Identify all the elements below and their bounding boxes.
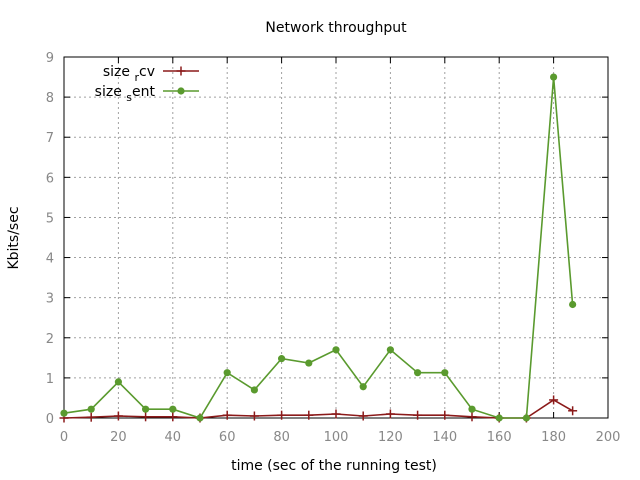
data-point-marker [277,410,287,420]
data-point-marker [250,386,258,394]
grid-lines [64,57,608,418]
x-tick-label: 100 [324,430,349,445]
data-point-marker [331,409,341,419]
x-tick-label: 120 [378,430,403,445]
y-tick-label: 6 [46,171,54,186]
data-point-marker [358,411,368,421]
data-point-marker [440,410,450,420]
chart-title: Network throughput [265,20,407,36]
series-line [63,77,574,419]
data-point-marker [385,409,395,419]
data-point-marker [550,73,558,81]
data-point-marker [141,412,151,422]
legend-label: size rcv [103,64,155,84]
y-tick-label: 4 [46,252,54,267]
data-point-marker [522,414,531,422]
data-point-marker [549,395,559,405]
y-axis-label: Kbits/sec [6,206,22,269]
y-tick-label: 9 [46,51,54,66]
data-point-marker [386,346,394,354]
data-point-marker [304,410,314,420]
y-tick-label: 0 [46,412,54,427]
data-point-marker [495,414,503,422]
x-tick-label: 0 [60,430,68,445]
x-tick-label: 180 [541,430,566,445]
y-tick-label: 1 [46,372,54,387]
data-point-marker [413,410,423,420]
data-point-marker [249,411,259,421]
x-tick-label: 20 [110,430,127,445]
data-point-marker [305,359,313,367]
legend-label: size sent [95,84,156,104]
data-point-marker [168,412,178,422]
data-point-marker [332,346,340,354]
data-point-marker [441,369,449,377]
data-point-marker [142,405,150,413]
y-tick-label: 8 [46,91,54,106]
x-tick-label: 200 [596,430,621,445]
x-tick-label: 140 [432,430,457,445]
data-point-marker [169,405,177,413]
data-point-marker [87,405,95,413]
data-point-marker [569,300,577,309]
data-point-marker [278,355,286,363]
y-tick-label: 5 [46,211,54,226]
data-point-marker [114,378,122,386]
data-point-marker [60,409,68,417]
axis-ticks: 0 1 2 3 4 5 6 7 8 9 0 20 40 60 80 100 120 140 160 180 200 [46,51,621,445]
data-point-marker [113,411,123,421]
data-point-marker [86,412,96,422]
series-layer [59,73,578,423]
y-tick-label: 7 [46,131,54,146]
data-point-marker [359,383,367,391]
data-point-marker [568,406,578,416]
y-tick-label: 2 [46,332,54,347]
data-point-marker [222,410,232,420]
data-point-marker [176,66,186,76]
series-line [63,398,573,419]
x-tick-label: 80 [273,430,290,445]
series-size-sent [60,73,577,422]
data-point-marker [467,412,477,422]
data-point-marker [196,414,204,422]
data-point-marker [223,369,231,377]
data-point-marker [468,405,476,413]
y-tick-label: 3 [46,292,54,307]
x-tick-label: 60 [219,430,236,445]
data-point-marker [177,87,185,95]
data-point-marker [414,369,422,377]
x-tick-label: 40 [165,430,182,445]
x-axis-label: time (sec of the running test) [231,458,437,474]
x-tick-label: 160 [487,430,512,445]
